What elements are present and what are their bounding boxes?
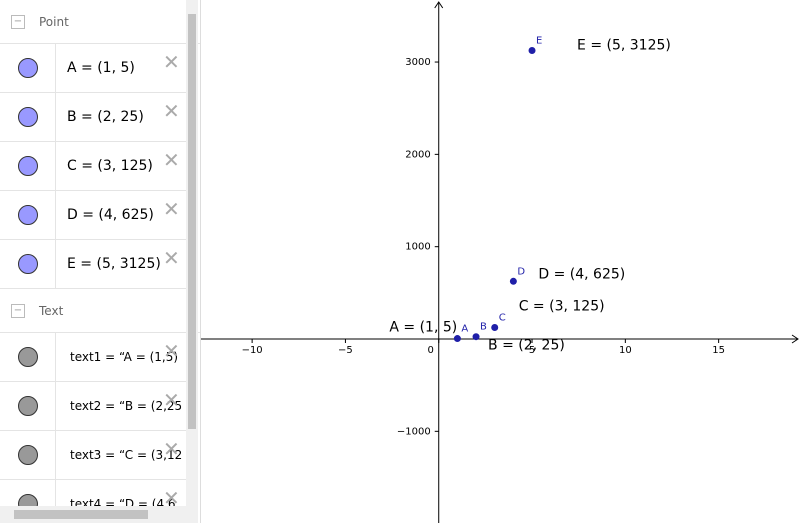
dot (17, 156, 38, 176)
visibility-toggle[interactable] (0, 430, 56, 480)
dot (17, 107, 38, 127)
delete-button[interactable]: ✕ (163, 50, 180, 74)
collapse-toggle[interactable]: − (11, 14, 25, 29)
algebra-item[interactable]: D = (4, 625) (67, 207, 154, 223)
dot (17, 445, 38, 465)
point (491, 323, 499, 331)
visibility-toggle[interactable] (0, 332, 56, 382)
point (453, 335, 461, 343)
algebra-item[interactable]: text3 = “C = (3,12 (70, 448, 183, 462)
algebra-row: text1 = “A = (1,5) ✕ (0, 332, 186, 382)
delete-button[interactable]: ✕ (163, 197, 180, 221)
y-tick-label: 2000 (405, 149, 430, 160)
y-tick-label: −1000 (397, 426, 431, 437)
dot (17, 254, 38, 274)
delete-button[interactable]: ✕ (163, 246, 180, 270)
group-title: Point (39, 14, 69, 29)
algebra-item[interactable]: A = (1, 5) (67, 60, 135, 76)
delete-button[interactable]: ✕ (163, 388, 180, 412)
algebra-row: A = (1, 5) ✕ (0, 43, 186, 93)
group-header: − Text (0, 289, 200, 333)
algebra-view: − Point A = (1, 5) ✕ B = (2, 25) ✕ C = (3, 125… (0, 0, 201, 523)
visibility-toggle[interactable] (0, 239, 56, 289)
dot (17, 347, 38, 367)
text-object: A = (1, 5) (389, 320, 457, 336)
point-label: A (461, 324, 468, 335)
algebra-row: C = (3, 125) ✕ (0, 141, 186, 191)
point-label: C (499, 312, 506, 323)
text-object: C = (3, 125) (519, 298, 605, 314)
visibility-toggle[interactable] (0, 43, 56, 93)
point (528, 46, 536, 54)
y-arrow (434, 1, 444, 9)
group-title: Text (39, 303, 64, 318)
h-scrollbar[interactable] (0, 506, 186, 523)
dot (17, 58, 38, 78)
dot (17, 205, 38, 225)
y-tick-label: 1000 (405, 242, 430, 253)
algebra-row: E = (5, 3125) ✕ (0, 239, 186, 289)
algebra-row: B = (2, 25) ✕ (0, 92, 186, 142)
delete-button[interactable]: ✕ (163, 148, 180, 172)
algebra-item[interactable]: B = (2, 25) (67, 109, 144, 125)
point-label: E (536, 35, 542, 46)
delete-button[interactable]: ✕ (163, 437, 180, 461)
algebra-item[interactable]: E = (5, 3125) (67, 256, 161, 272)
text-object: D = (4, 625) (538, 266, 625, 282)
collapse-toggle[interactable]: − (11, 303, 25, 318)
delete-button[interactable]: ✕ (163, 339, 180, 363)
point-label: D (517, 266, 525, 277)
text-object: B = (2, 25) (488, 338, 565, 354)
group-header: − Point (0, 0, 200, 44)
point-label: B (480, 322, 487, 333)
x-tick-label: 0 (428, 345, 434, 356)
visibility-toggle[interactable] (0, 92, 56, 142)
scrollbar[interactable] (186, 0, 198, 523)
point (472, 333, 480, 341)
visibility-toggle[interactable] (0, 381, 56, 431)
algebra-item[interactable]: C = (3, 125) (67, 158, 153, 174)
x-arrow (791, 334, 799, 344)
point (509, 277, 517, 285)
delete-button[interactable]: ✕ (163, 99, 180, 123)
algebra-row: D = (4, 625) ✕ (0, 190, 186, 240)
x-tick-label: 10 (619, 345, 632, 356)
y-tick-label: 3000 (405, 57, 430, 68)
x-tick-label: −10 (242, 345, 263, 356)
graphics-view: −10 −5 0 5 10 15 −1000 1000 2000 3000 A B C D E A = (1,… (201, 1, 799, 523)
delete-button[interactable]: ✕ (163, 486, 180, 510)
x-tick-label: −5 (338, 345, 353, 356)
algebra-row: text2 = “B = (2,25 ✕ (0, 381, 186, 431)
dot (17, 396, 38, 416)
x-tick-label: 5 (529, 345, 535, 356)
x-tick-label: 15 (712, 345, 725, 356)
algebra-row: text3 = “C = (3,12 ✕ (0, 430, 186, 480)
text-object: E = (5, 3125) (577, 37, 671, 53)
visibility-toggle[interactable] (0, 190, 56, 240)
visibility-toggle[interactable] (0, 141, 56, 191)
algebra-item[interactable]: text2 = “B = (2,25 (70, 399, 183, 413)
algebra-item[interactable]: text1 = “A = (1,5) (70, 350, 179, 364)
